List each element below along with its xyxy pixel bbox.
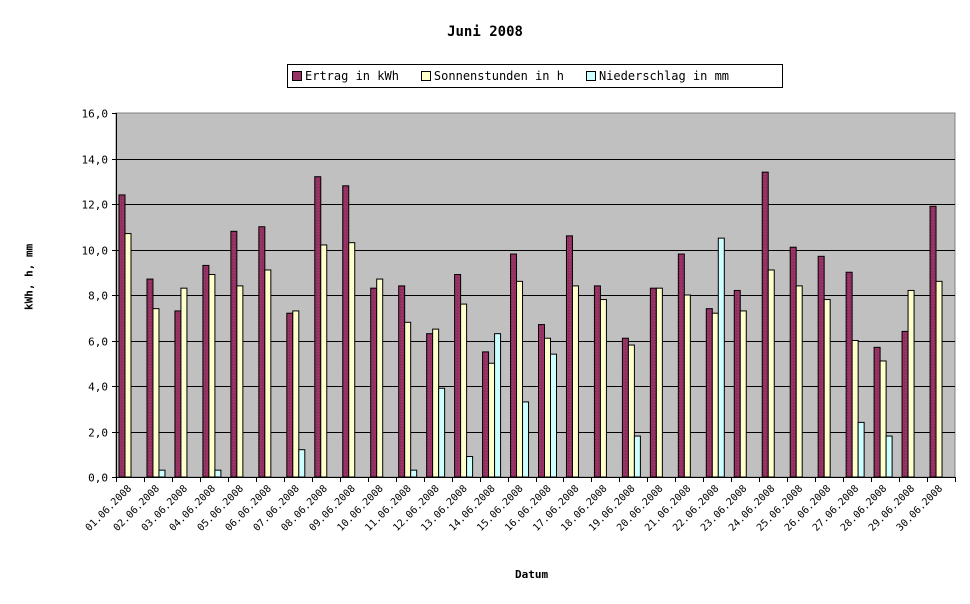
legend-item-niederschlag: Niederschlag in mm: [585, 69, 730, 83]
bar-ertrag: [342, 185, 350, 478]
legend-label-ertrag: Ertrag in kWh: [305, 69, 399, 83]
y-tick-label: 2,0: [88, 427, 108, 440]
bar-sonnenstunden: [180, 287, 188, 478]
bar-sonnenstunden: [488, 362, 496, 478]
bar-niederschlag: [494, 333, 502, 478]
legend-label-niederschlag: Niederschlag in mm: [598, 69, 730, 83]
y-tick-label: 6,0: [88, 336, 108, 349]
bar-ertrag: [230, 230, 238, 478]
bar-ertrag: [398, 285, 406, 478]
legend-item-ertrag: Ertrag in kWh: [292, 69, 399, 83]
bar-sonnenstunden: [376, 278, 384, 478]
bar-niederschlag: [522, 401, 530, 478]
bar-sonnenstunden: [767, 269, 775, 478]
y-tick-label: 14,0: [82, 154, 109, 167]
bar-ertrag: [118, 194, 126, 478]
bar-ertrag: [789, 246, 797, 478]
bar-ertrag: [565, 235, 573, 478]
bar-sonnenstunden: [795, 285, 803, 478]
bar-sonnenstunden: [544, 337, 551, 478]
bar-sonnenstunden: [739, 310, 747, 478]
bar-ertrag: [845, 271, 853, 478]
legend-label-sonnenstunden: Sonnenstunden in h: [433, 69, 564, 83]
bar-sonnenstunden: [935, 280, 943, 478]
bar-niederschlag: [857, 421, 865, 478]
bar-sonnenstunden: [348, 242, 356, 478]
bar-ertrag: [901, 330, 909, 478]
bar-ertrag: [510, 253, 518, 478]
bar-ertrag: [370, 287, 378, 478]
bar-sonnenstunden: [208, 274, 216, 478]
bar-niederschlag: [885, 435, 893, 478]
legend-item-sonnenstunden: Sonnenstunden in h: [420, 69, 564, 83]
bar-sonnenstunden: [711, 312, 719, 478]
bar-sonnenstunden: [655, 287, 663, 478]
bar-ertrag: [426, 333, 434, 478]
bar-sonnenstunden: [236, 285, 244, 478]
bar-niederschlag: [410, 469, 418, 478]
bar-ertrag: [733, 289, 741, 478]
chart-legend: Ertrag in kWh Sonnenstunden in h Nieders…: [287, 64, 783, 88]
bar-ertrag: [593, 285, 601, 478]
bar-niederschlag: [158, 469, 166, 478]
bar-niederschlag: [214, 469, 222, 478]
bar-sonnenstunden: [460, 303, 468, 478]
bar-niederschlag: [717, 237, 725, 478]
bar-ertrag: [538, 324, 545, 478]
bar-niederschlag: [633, 435, 641, 478]
bar-sonnenstunden: [124, 233, 132, 478]
bar-niederschlag: [298, 449, 306, 478]
bar-ertrag: [454, 274, 462, 478]
bar-ertrag: [314, 176, 322, 478]
bar-ertrag: [817, 255, 825, 478]
bar-niederschlag: [550, 353, 557, 478]
y-tick-label: 0,0: [88, 472, 108, 485]
bar-sonnenstunden: [320, 244, 328, 478]
bar-sonnenstunden: [516, 280, 524, 478]
bar-ertrag: [202, 264, 210, 478]
y-tick-label: 4,0: [88, 381, 108, 394]
legend-swatch-sonnenstunden: [420, 71, 431, 81]
bar-sonnenstunden: [264, 269, 272, 478]
bar-niederschlag: [466, 456, 474, 478]
legend-swatch-niederschlag: [585, 71, 596, 81]
bar-ertrag: [705, 308, 713, 478]
y-tick-label: 8,0: [88, 290, 108, 303]
bar-ertrag: [929, 205, 937, 478]
bar-ertrag: [258, 226, 266, 478]
bar-ertrag: [146, 278, 154, 478]
bar-sonnenstunden: [627, 344, 635, 478]
y-tick-label: 16,0: [82, 108, 109, 121]
bar-ertrag: [677, 253, 685, 478]
bar-sonnenstunden: [404, 321, 412, 478]
bar-sonnenstunden: [907, 289, 915, 478]
bar-ertrag: [649, 287, 657, 478]
bar-sonnenstunden: [851, 340, 859, 478]
y-tick-label: 12,0: [82, 199, 109, 212]
bar-sonnenstunden: [571, 285, 579, 478]
bar-sonnenstunden: [152, 308, 160, 478]
bar-sonnenstunden: [823, 299, 831, 478]
bar-ertrag: [621, 337, 629, 478]
chart-title: Juni 2008: [447, 24, 523, 40]
bar-sonnenstunden: [432, 328, 440, 478]
plot-area: 0,02,04,06,08,010,012,014,016,001.06.200…: [82, 108, 956, 534]
x-axis-title: Datum: [515, 568, 549, 581]
bar-sonnenstunden: [599, 299, 607, 478]
legend-swatch-ertrag: [292, 71, 302, 81]
bar-sonnenstunden: [292, 310, 300, 478]
bar-ertrag: [761, 171, 769, 478]
bar-ertrag: [873, 346, 881, 478]
bar-ertrag: [286, 312, 294, 478]
bar-ertrag: [482, 351, 490, 478]
bar-sonnenstunden: [879, 360, 887, 478]
bar-sonnenstunden: [683, 294, 691, 478]
bar-niederschlag: [438, 387, 446, 478]
y-tick-label: 10,0: [82, 245, 109, 258]
bar-ertrag: [174, 310, 182, 478]
